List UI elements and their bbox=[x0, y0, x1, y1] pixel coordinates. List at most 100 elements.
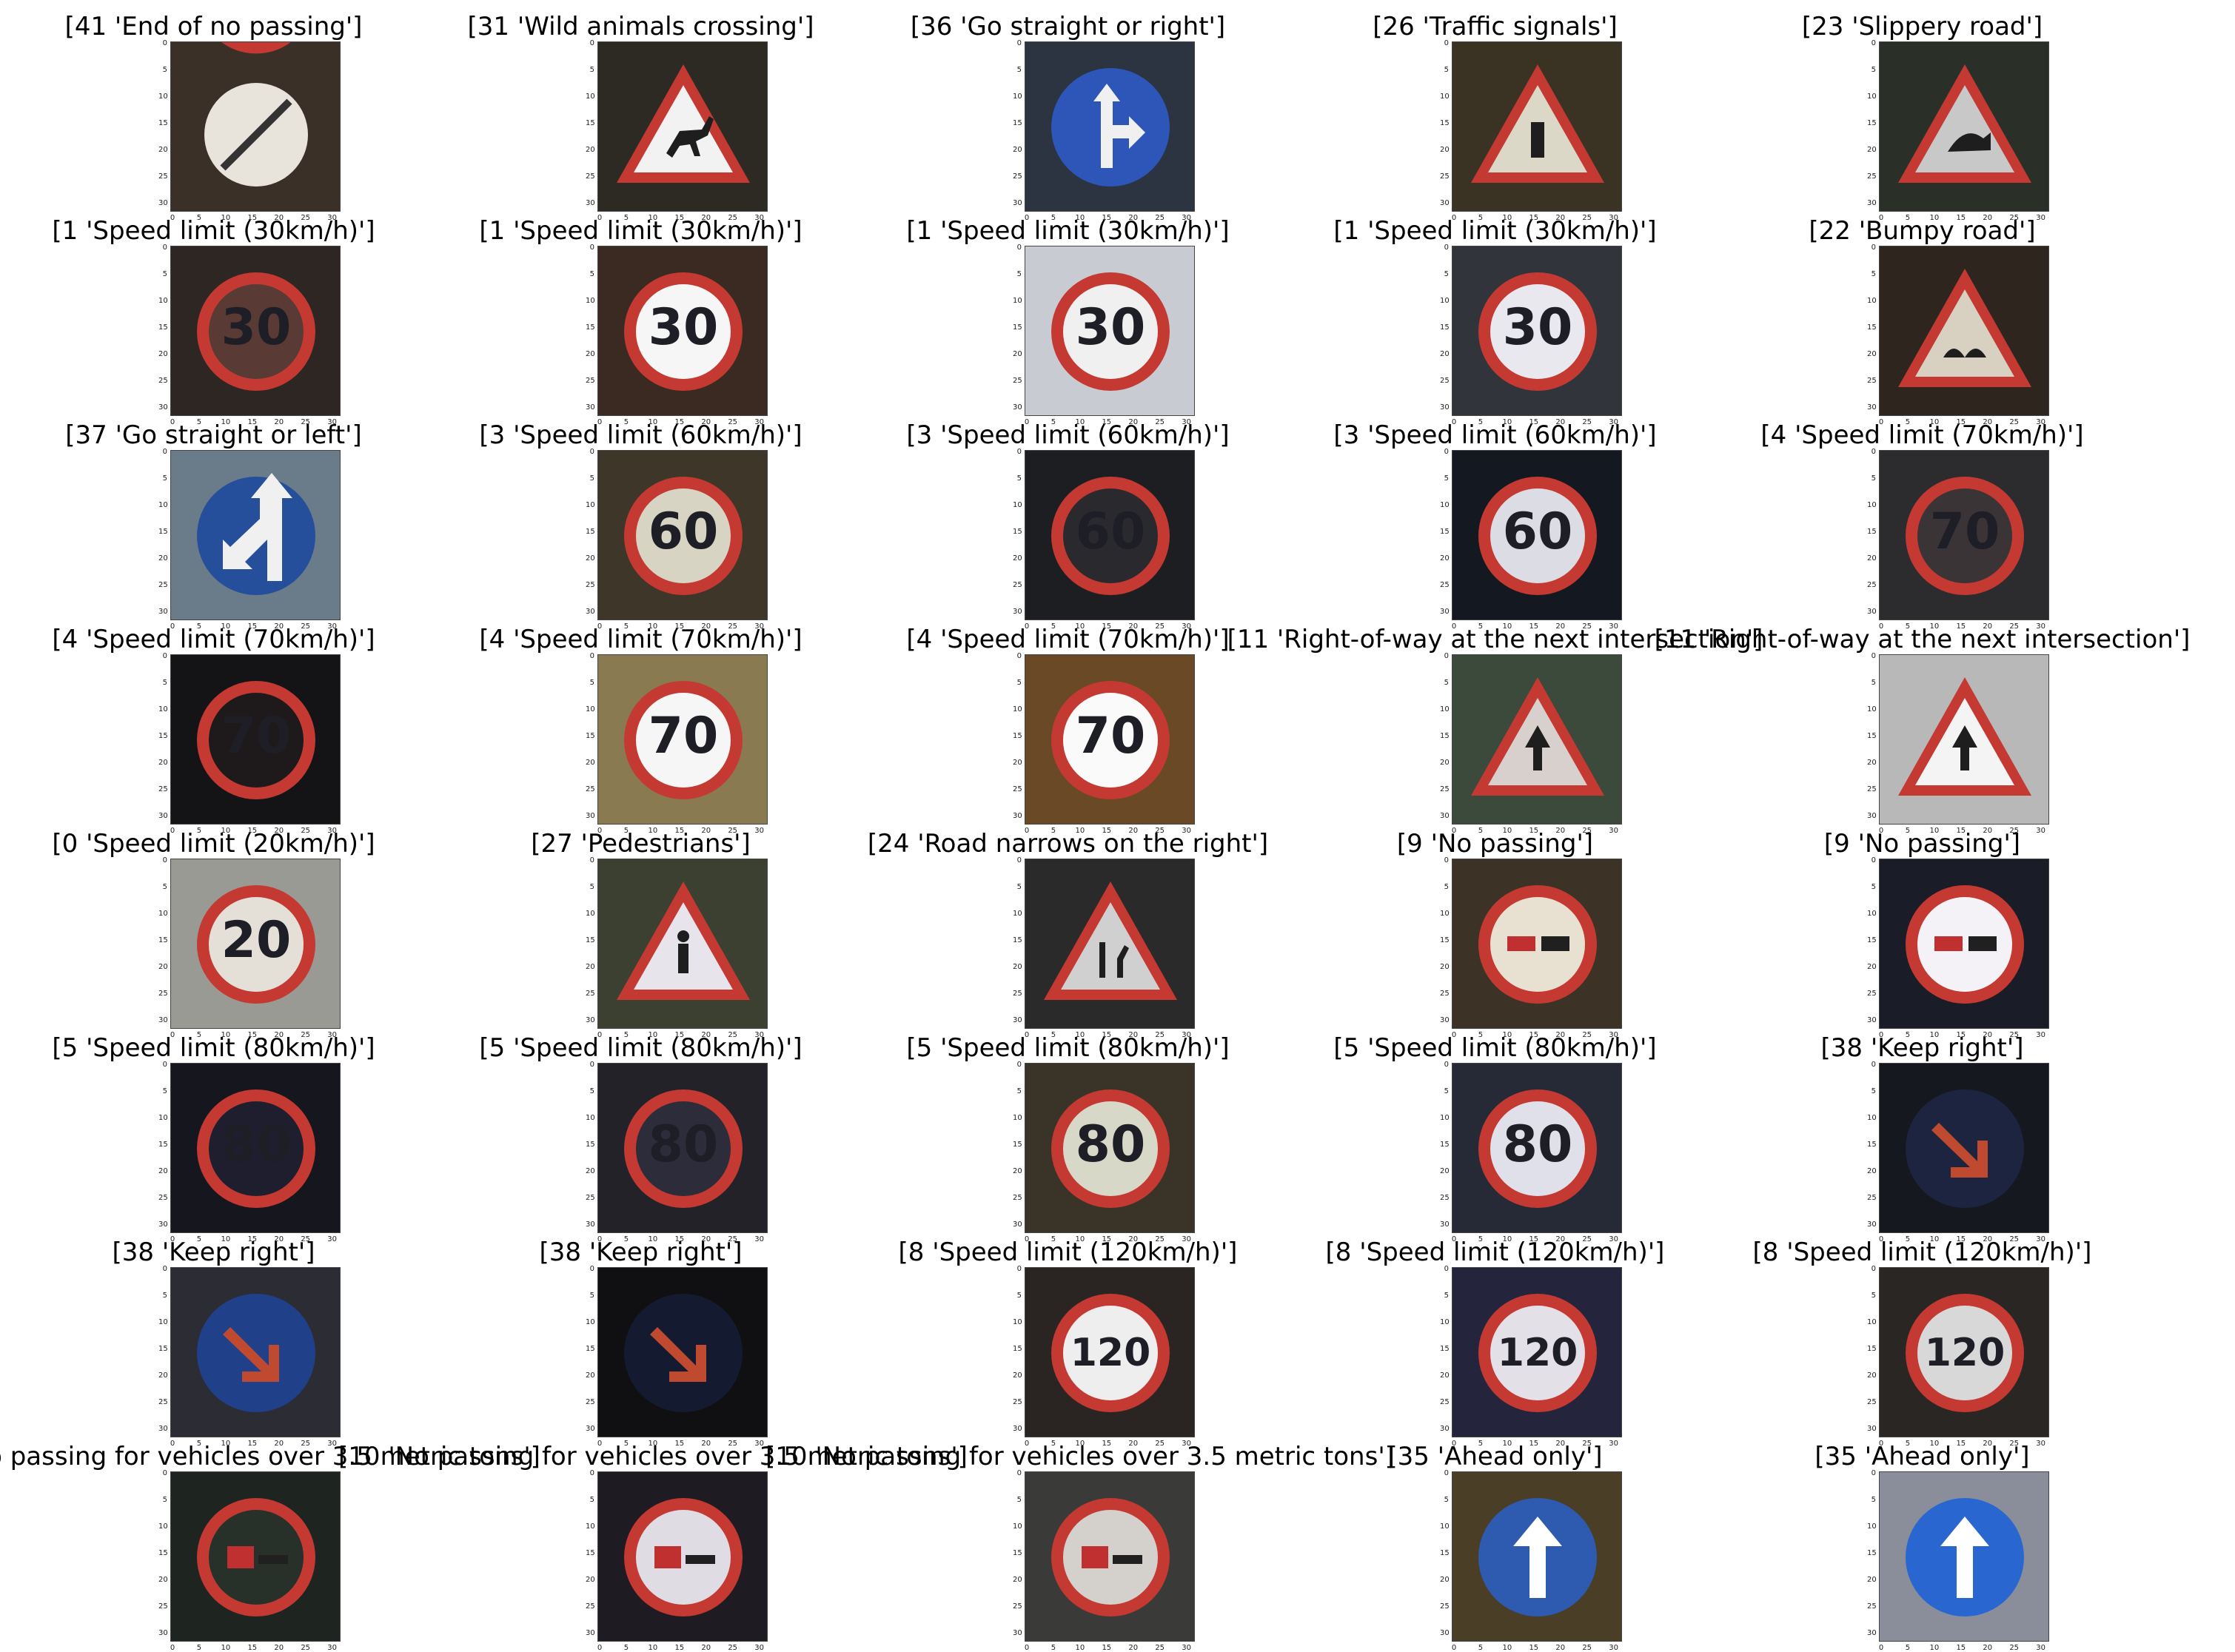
x-tick-label: 25 bbox=[2009, 214, 2020, 222]
y-tick-label: 15 bbox=[1013, 118, 1022, 127]
x-tick-label: 30 bbox=[2036, 418, 2045, 426]
sample-panel: [1 'Speed limit (30km/h)'] 30 0 0 5 5 10 10 15 15… bbox=[1281, 216, 1709, 426]
svg-text:70: 70 bbox=[1076, 707, 1146, 765]
x-tick-label: 25 bbox=[1155, 418, 1165, 426]
image-axes: 0 0 5 5 10 10 15 15 20 20 25 25 30 30 bbox=[158, 1470, 341, 1652]
y-tick-label: 20 bbox=[1440, 554, 1450, 563]
y-tick-label: 20 bbox=[158, 1371, 168, 1380]
panel-title: [27 'Pedestrians'] bbox=[531, 829, 751, 859]
x-tick-label: 25 bbox=[728, 1031, 738, 1039]
y-tick-label: 5 bbox=[162, 678, 167, 687]
x-tick-label: 15 bbox=[1956, 1031, 1966, 1039]
svg-text:120: 120 bbox=[1070, 1331, 1151, 1375]
panel-title: [41 'End of no passing'] bbox=[64, 12, 363, 41]
y-tick-label: 15 bbox=[1867, 1548, 1877, 1557]
y-tick-label: 5 bbox=[1444, 1495, 1449, 1504]
sample-panel: [3 'Speed limit (60km/h)'] 60 0 0 5 5 10 10 15 15… bbox=[854, 420, 1281, 631]
sign-image bbox=[170, 450, 341, 620]
y-tick-label: 10 bbox=[1013, 1522, 1022, 1531]
y-tick-label: 5 bbox=[162, 269, 167, 278]
x-tick-label: 30 bbox=[2036, 1235, 2045, 1243]
x-tick-label: 0 bbox=[1024, 827, 1030, 835]
y-tick-label: 25 bbox=[586, 785, 595, 793]
x-tick-label: 0 bbox=[1024, 1031, 1030, 1039]
y-tick-label: 10 bbox=[1440, 92, 1450, 101]
y-tick-label: 25 bbox=[1867, 1602, 1877, 1611]
sample-panel: [10 'No passing for vehicles over 3.5 me… bbox=[0, 1442, 540, 1652]
y-tick-label: 5 bbox=[1016, 882, 1022, 891]
sign-image bbox=[1025, 1471, 1195, 1642]
x-tick-label: 5 bbox=[196, 1440, 202, 1448]
x-tick-label: 15 bbox=[1529, 1031, 1539, 1039]
x-tick-label: 15 bbox=[247, 622, 258, 631]
y-tick-label: 20 bbox=[158, 1166, 168, 1175]
x-tick-label: 10 bbox=[221, 1031, 231, 1039]
sign-image: 80 bbox=[597, 1063, 768, 1233]
x-tick-label: 30 bbox=[2036, 622, 2045, 631]
y-tick-label: 30 bbox=[1440, 198, 1450, 207]
y-tick-label: 20 bbox=[158, 758, 168, 767]
panel-title: [38 'Keep right'] bbox=[539, 1238, 743, 1267]
sign-image: 30 bbox=[1452, 246, 1622, 416]
y-tick-label: 20 bbox=[1440, 349, 1450, 358]
y-tick-label: 15 bbox=[1440, 936, 1450, 944]
image-axes: 0 0 5 5 10 10 15 15 20 20 25 25 30 30 bbox=[1440, 653, 1622, 835]
y-tick-label: 5 bbox=[1871, 1087, 1876, 1095]
y-tick-label: 15 bbox=[586, 118, 595, 127]
x-tick-label: 15 bbox=[1529, 1440, 1539, 1448]
y-tick-label: 20 bbox=[586, 1371, 595, 1380]
sample-panel: [27 'Pedestrians'] 0 0 5 5 10 10 15 15 20 20 25 25 30… bbox=[427, 829, 854, 1039]
y-tick-label: 20 bbox=[586, 758, 595, 767]
y-tick-label: 20 bbox=[1867, 758, 1877, 767]
x-tick-label: 25 bbox=[301, 1235, 311, 1243]
y-tick-label: 30 bbox=[1867, 811, 1877, 820]
x-tick-label: 5 bbox=[1478, 214, 1484, 222]
y-tick-label: 20 bbox=[1013, 349, 1022, 358]
sample-panel: [1 'Speed limit (30km/h)'] 30 0 0 5 5 10 10 15 15… bbox=[427, 216, 854, 426]
x-tick-label: 0 bbox=[170, 1440, 175, 1448]
image-axes: 120 0 0 5 5 10 10 15 15 20 20 25 25 30 30 bbox=[1013, 1266, 1195, 1448]
x-tick-label: 5 bbox=[1478, 622, 1484, 631]
sample-panel: [1 'Speed limit (30km/h)'] 30 0 0 5 5 10 10 15 15… bbox=[0, 216, 427, 426]
y-tick-label: 5 bbox=[589, 1291, 594, 1300]
y-tick-label: 30 bbox=[586, 811, 595, 820]
y-tick-label: 0 bbox=[162, 1061, 167, 1069]
sample-panel: [8 'Speed limit (120km/h)'] 120 0 0 5 5 10 10 15… bbox=[1281, 1238, 1709, 1448]
y-tick-label: 5 bbox=[1016, 474, 1022, 483]
x-tick-label: 15 bbox=[1529, 1235, 1539, 1243]
y-tick-label: 0 bbox=[1871, 1061, 1876, 1069]
sign-image bbox=[1452, 1471, 1622, 1642]
x-tick-label: 0 bbox=[1878, 827, 1884, 835]
y-tick-label: 15 bbox=[1867, 118, 1877, 127]
sign-image bbox=[1452, 654, 1622, 825]
y-tick-label: 5 bbox=[162, 474, 167, 483]
y-tick-label: 30 bbox=[1013, 1015, 1022, 1024]
x-tick-label: 30 bbox=[1609, 1235, 1618, 1243]
svg-text:70: 70 bbox=[649, 707, 719, 765]
y-tick-label: 0 bbox=[1871, 1265, 1876, 1273]
x-tick-label: 25 bbox=[1582, 1440, 1592, 1448]
sign-image bbox=[597, 1267, 768, 1437]
y-tick-label: 20 bbox=[1013, 145, 1022, 154]
y-tick-label: 5 bbox=[1016, 65, 1022, 74]
y-tick-label: 20 bbox=[1013, 1166, 1022, 1175]
y-tick-label: 5 bbox=[1016, 1291, 1022, 1300]
x-tick-label: 0 bbox=[1878, 1031, 1884, 1039]
sign-image: 30 bbox=[170, 246, 341, 416]
y-tick-label: 25 bbox=[158, 580, 168, 589]
x-tick-label: 5 bbox=[1905, 1440, 1911, 1448]
panel-title: [11 'Right-of-way at the next intersecti… bbox=[1227, 625, 1763, 654]
x-tick-label: 30 bbox=[1182, 1440, 1191, 1448]
y-tick-label: 10 bbox=[586, 909, 595, 918]
sample-panel: [31 'Wild animals crossing'] 0 0 5 5 10 10 15 15… bbox=[427, 12, 854, 222]
y-tick-label: 25 bbox=[1013, 989, 1022, 998]
x-tick-label: 0 bbox=[170, 1644, 175, 1652]
y-tick-label: 0 bbox=[162, 1469, 167, 1477]
x-tick-label: 0 bbox=[1878, 622, 1884, 631]
x-tick-label: 25 bbox=[301, 1644, 311, 1652]
panel-title: [9 'No passing'] bbox=[1823, 829, 2021, 859]
y-tick-label: 5 bbox=[1871, 65, 1876, 74]
x-tick-label: 25 bbox=[1155, 214, 1165, 222]
x-tick-label: 30 bbox=[2036, 827, 2045, 835]
svg-text:80: 80 bbox=[1076, 1115, 1146, 1174]
